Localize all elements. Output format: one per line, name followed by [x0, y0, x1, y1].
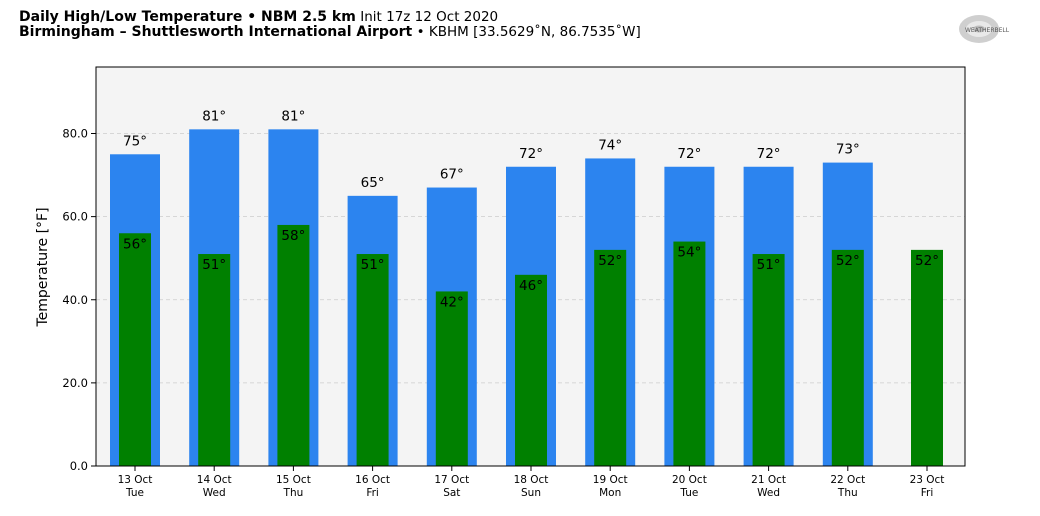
chart-init-time: Init 17z 12 Oct 2020: [360, 9, 499, 25]
low-temp-label: 52°: [836, 253, 860, 269]
x-tick-label-date: 13 Oct: [118, 474, 153, 486]
low-temp-label: 51°: [202, 257, 226, 273]
x-tick-label-date: 14 Oct: [197, 474, 232, 486]
high-temp-label: 81°: [281, 108, 305, 124]
high-temp-label: 72°: [519, 146, 543, 162]
low-temp-bar: [594, 249, 627, 466]
location-detail: • KBHM [33.5629˚N, 86.7535˚W]: [416, 24, 641, 40]
high-temp-label: 72°: [677, 146, 701, 162]
weatherbell-logo: WEATHERBELL: [959, 15, 1010, 43]
x-tick-label-day: Mon: [599, 487, 621, 499]
x-tick-label-day: Thu: [837, 487, 858, 499]
y-tick-label: 60.0: [62, 210, 88, 224]
low-temp-bar: [119, 233, 151, 466]
x-tick-label-day: Thu: [283, 487, 304, 499]
y-tick-label: 80.0: [62, 127, 88, 141]
low-temp-label: 56°: [123, 236, 147, 252]
logo-text: WEATHERBELL: [965, 27, 1010, 34]
low-temp-label: 51°: [757, 257, 781, 273]
x-tick-label-date: 20 Oct: [672, 474, 707, 486]
low-temp-label: 42°: [440, 294, 464, 310]
y-axis-label: Temperature [°F]: [35, 207, 51, 327]
high-temp-label: 75°: [123, 133, 147, 149]
bar-labels: 75° 56° 81° 51° 81° 58° 65° 51° 67° 42° 72° 46° 74° 5…: [123, 108, 939, 310]
low-temp-bar: [673, 241, 706, 466]
y-tick-label: 20.0: [62, 376, 88, 390]
y-tick-label: 0.0: [70, 459, 88, 473]
high-temp-label: 73°: [836, 142, 860, 158]
low-temp-label: 51°: [361, 257, 385, 273]
y-axis: 0.0 20.0 40.0 60.0 80.0: [62, 127, 96, 473]
low-temp-bar: [752, 254, 785, 466]
x-tick-label-day: Tue: [125, 487, 144, 499]
x-tick-label-day: Wed: [203, 487, 226, 499]
x-tick-label-day: Fri: [921, 487, 934, 499]
low-temp-bar: [435, 291, 468, 466]
low-temp-bar: [831, 249, 864, 466]
x-tick-label-date: 23 Oct: [910, 474, 945, 486]
low-temp-label: 58°: [281, 228, 305, 244]
low-temp-bars: [119, 224, 943, 466]
high-temp-label: 74°: [598, 137, 622, 153]
location-name: Birmingham – Shuttlesworth International…: [19, 24, 413, 40]
low-temp-bar: [911, 249, 943, 466]
low-temp-bar: [277, 224, 310, 466]
low-temp-bar: [515, 274, 547, 466]
x-tick-label-date: 21 Oct: [751, 474, 786, 486]
low-temp-label: 54°: [677, 245, 701, 261]
x-tick-label-day: Sat: [443, 487, 460, 499]
high-temp-label: 67°: [440, 167, 464, 183]
low-temp-bar: [356, 254, 389, 466]
chart-subtitle: Birmingham – Shuttlesworth International…: [19, 24, 641, 40]
x-tick-label-day: Wed: [757, 487, 780, 499]
x-tick-label-day: Sun: [521, 487, 541, 499]
x-tick-label-date: 16 Oct: [355, 474, 390, 486]
chart-title: Daily High/Low Temperature • NBM 2.5 km …: [19, 9, 498, 25]
high-temp-label: 65°: [361, 175, 385, 191]
high-temp-label: 72°: [757, 146, 781, 162]
high-temp-bars: [110, 129, 873, 466]
x-tick-label-day: Fri: [366, 487, 379, 499]
high-temp-label: 81°: [202, 108, 226, 124]
low-temp-label: 46°: [519, 278, 543, 294]
x-tick-label-date: 15 Oct: [276, 474, 311, 486]
x-tick-label-date: 17 Oct: [434, 474, 469, 486]
x-tick-label-date: 18 Oct: [514, 474, 549, 486]
low-temp-label: 52°: [915, 253, 939, 269]
x-tick-label-date: 22 Oct: [830, 474, 865, 486]
chart-title-main: Daily High/Low Temperature • NBM 2.5 km: [19, 9, 356, 25]
low-temp-bar: [198, 254, 231, 466]
x-tick-label-day: Tue: [679, 487, 698, 499]
x-tick-label-date: 19 Oct: [593, 474, 628, 486]
y-tick-label: 40.0: [62, 293, 88, 307]
low-temp-label: 52°: [598, 253, 622, 269]
